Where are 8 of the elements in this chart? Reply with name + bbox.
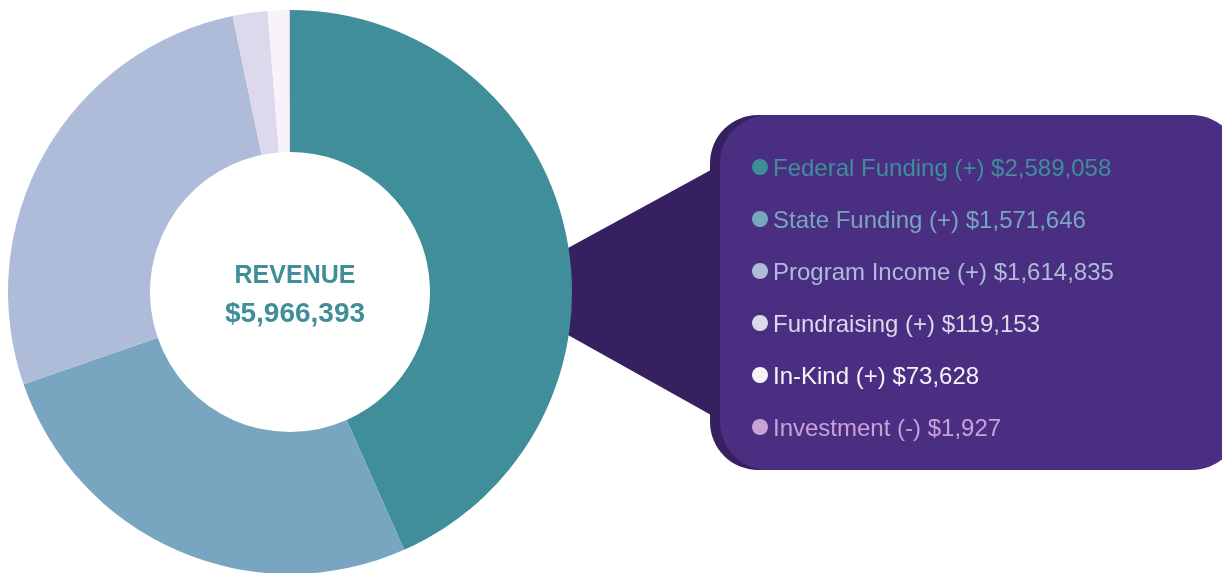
legend-label: Investment (-) $1,927 — [773, 413, 1002, 441]
text: REVENUE — [234, 259, 356, 288]
legend-label: In-Kind (+) $73,628 — [773, 361, 980, 389]
legend-label: State Funding (+) $1,571,646 — [773, 205, 1086, 233]
legend-label: Program Income (+) $1,614,835 — [773, 257, 1114, 285]
text: $5,966,393 — [224, 296, 366, 328]
legend-label: Fundraising (+) $119,153 — [773, 309, 1041, 337]
legend-label: Federal Funding (+) $2,589,058 — [773, 153, 1112, 181]
